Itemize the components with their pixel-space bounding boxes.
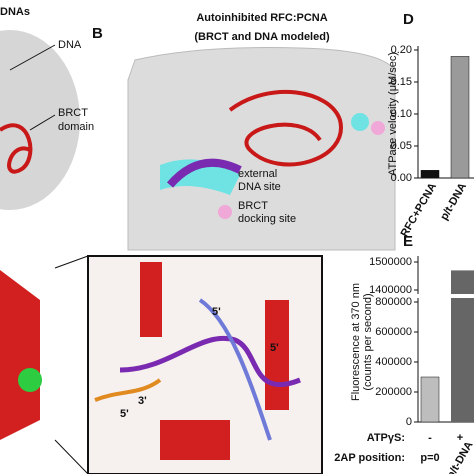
y-tick-label: 0.00 [391,172,412,184]
label: domain [58,121,94,133]
y-axis-label: (counts per second) [362,293,374,390]
panel-letter: E [403,233,413,250]
legend-label: DNA site [238,181,281,193]
y-tick-label: 0.10 [391,108,412,120]
end-label: 5' [212,306,221,318]
brct-ribbon [0,123,33,174]
y-tick-label: 800000 [375,296,412,308]
panel-letter: D [403,11,414,28]
structure [0,270,40,440]
label: DNA [58,39,82,51]
dna-site [160,159,240,195]
row-cell: + [457,432,463,444]
y-tick-label: 400000 [375,356,412,368]
dna [94,378,162,402]
x-tick-label: p/t-DNA [445,439,474,474]
y-tick-label: 0.20 [391,44,412,56]
structure [18,368,42,392]
row-cell: p=0 [420,452,439,464]
legend-swatch [218,173,232,187]
y-tick-label: 1400000 [369,284,412,296]
zoom-line [54,255,89,474]
row-cell: - [428,432,432,444]
y-tick-label: 600000 [375,326,412,338]
bar [451,298,474,422]
y-tick-label: 0.05 [391,140,412,152]
y-tick-label: 200000 [375,386,412,398]
protein-surface [127,47,396,251]
dna-site [351,113,369,131]
helix [140,262,162,337]
brct-ribbon [228,89,343,167]
pointer [9,44,56,71]
dna [198,298,272,441]
row-label: 2AP position: [334,452,405,464]
protein-surface [0,30,80,210]
panel-subtitle: (BRCT and DNA modeled) [194,31,330,43]
end-label: 5' [120,408,129,420]
panel-title: Autoinhibited RFC:PCNA [196,12,327,24]
helix [265,300,289,410]
label: BRCT [58,107,88,119]
end-label: 5' [270,342,279,354]
dna [166,158,242,188]
panel-letter: B [92,25,103,42]
y-tick-label: 0 [406,416,412,428]
x-tick-label: RFC+PCNA [399,181,440,239]
y-axis-label: Fluorescence at 370 nm [350,283,362,401]
y-tick-label: 0.15 [391,76,412,88]
docking-site [371,121,385,135]
helix [160,420,230,460]
bar [451,270,474,294]
y-tick-label: 1500000 [369,256,412,268]
row-label: ATPγS: [367,432,405,444]
bar [420,170,440,179]
legend-label: docking site [238,213,296,225]
dna [119,335,301,388]
bar [450,56,470,179]
bar [420,376,440,423]
legend-label: external [238,168,277,180]
end-label: 3' [138,395,147,407]
x-tick-label: p/t-DNA [438,181,469,222]
y-axis-label: ATPase velocity (μM/sec) [387,52,399,176]
legend-swatch [218,205,232,219]
pointer [29,114,56,131]
legend-label: BRCT [238,200,268,212]
panel-title: DNAs [0,6,30,18]
